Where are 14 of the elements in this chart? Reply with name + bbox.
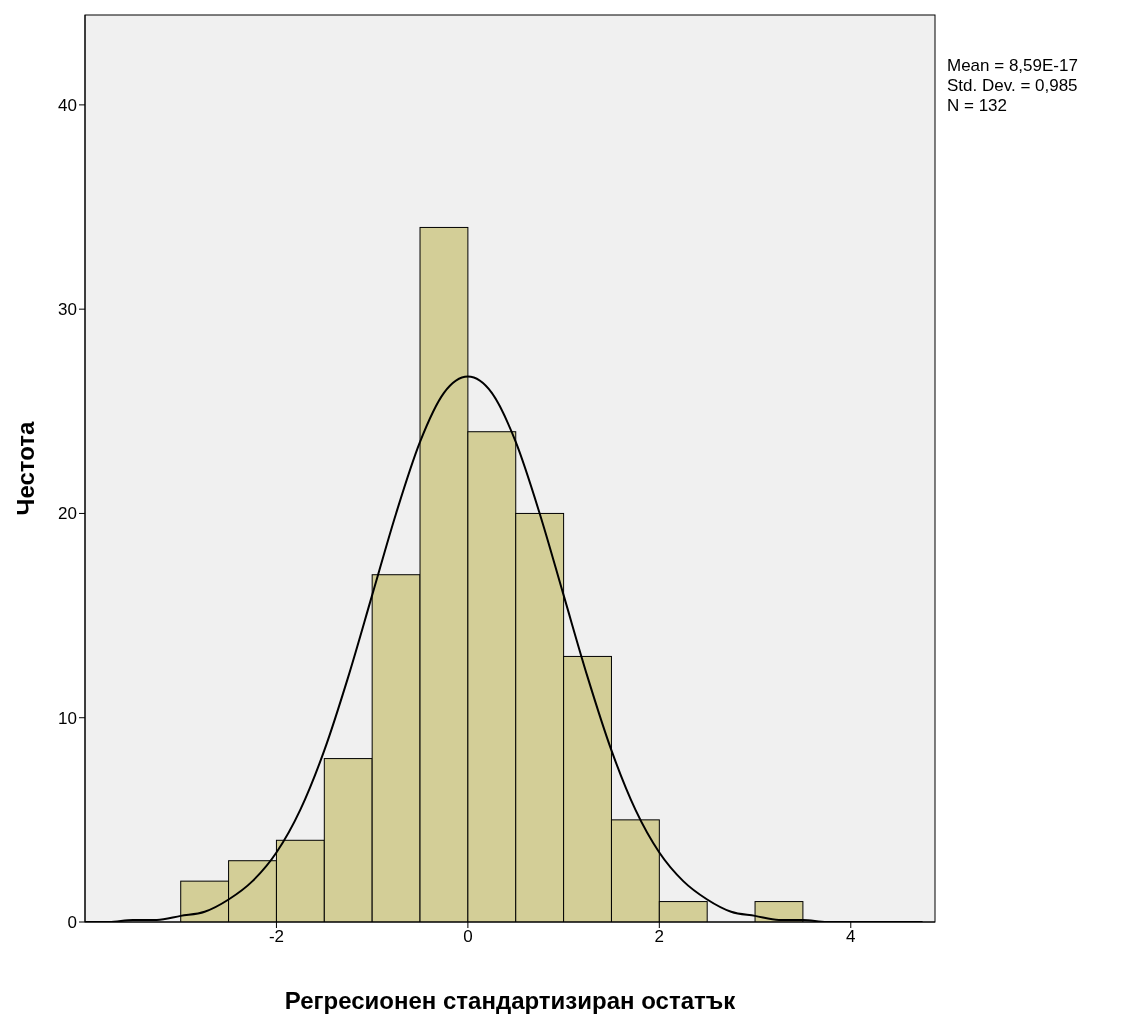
y-tick-label: 30 [58,300,77,320]
y-axis-title: Честота [11,420,39,516]
text: Std. Dev. = 0,985 [947,76,1078,96]
y-tick-label: 20 [58,504,77,524]
x-tick-label: 4 [846,927,856,947]
x-tick-label: 0 [463,927,473,947]
x-tick-label: -2 [268,927,284,947]
x-axis-title: Регресионен стандартизиран остатък [284,987,737,1015]
text: Mean = 8,59E-17 [947,56,1078,76]
y-tick-label: 40 [58,95,77,115]
text: N = 132 [947,96,1008,116]
y-tick-label: 10 [58,708,77,728]
x-tick-label: 2 [654,927,665,947]
y-tick-label: 0 [67,913,77,933]
